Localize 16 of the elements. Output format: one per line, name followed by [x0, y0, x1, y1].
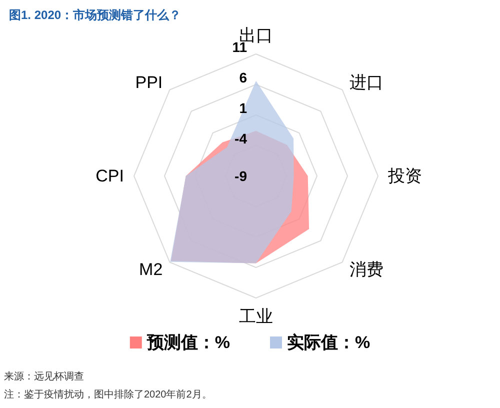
spoke-label: CPI — [96, 166, 124, 186]
source-note: 来源：远见杯调查 — [4, 370, 84, 382]
y-tick-label: 6 — [239, 70, 248, 86]
chart-title: 图1. 2020：市场预测错了什么？ — [9, 8, 182, 22]
y-tick-label: -4 — [234, 130, 248, 146]
spoke-label: 消费 — [349, 260, 384, 279]
spoke-label: 进口 — [349, 73, 384, 92]
y-tick-label: 1 — [239, 100, 248, 116]
text: 注：鉴于疫情扰动，图中排除了2020年前2月。 — [4, 388, 212, 400]
legend-label: 预测值：% — [146, 333, 230, 352]
spoke-label: 工业 — [239, 307, 273, 326]
spoke-label: M2 — [139, 260, 163, 279]
spoke-label: 投资 — [387, 166, 422, 186]
legend-label: 实际值：% — [287, 333, 370, 352]
spoke-label: PPI — [135, 73, 163, 92]
y-tick-label: -9 — [234, 168, 248, 184]
